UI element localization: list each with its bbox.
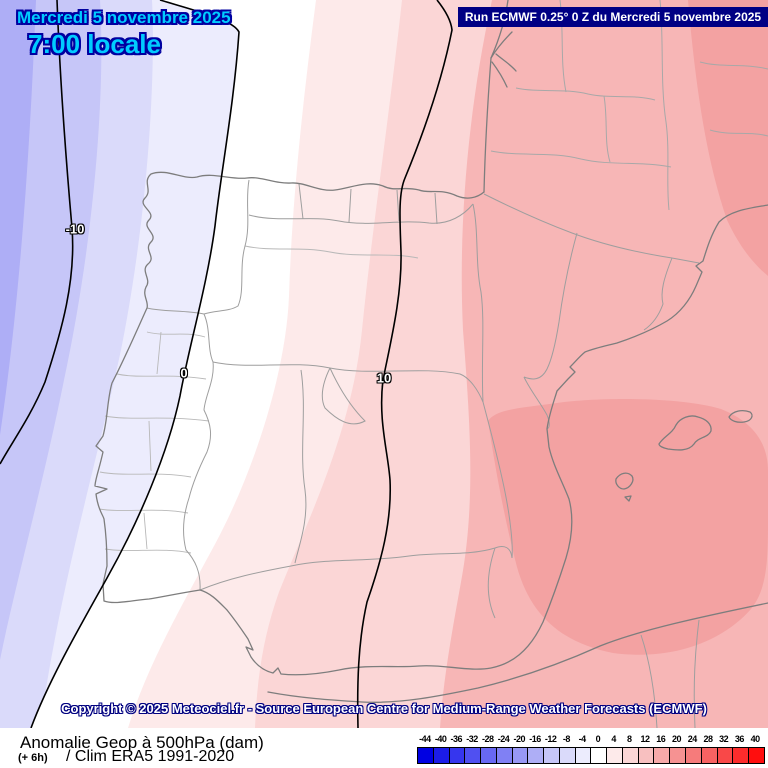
legend-tick: -36 xyxy=(450,734,463,744)
portugal-spain-border xyxy=(146,307,214,591)
contour-neg10 xyxy=(0,0,74,465)
footer-strip: Anomalie Geop à 500hPa (dam) (+ 6h) / Cl… xyxy=(0,728,768,768)
coastlines xyxy=(94,0,768,703)
legend-color-cell xyxy=(433,748,450,763)
legend-color-cell xyxy=(638,748,655,763)
legend-color-bar xyxy=(417,747,765,764)
lead-time-label: (+ 6h) xyxy=(18,752,48,764)
africa-border xyxy=(640,619,700,728)
contour-value-label: 10 xyxy=(376,370,392,386)
legend-color-cell xyxy=(701,748,718,763)
legend-tick: -8 xyxy=(562,734,571,744)
legend-tick-labels: -44 -40 -36 -32 -28 -24 -20 -16 -12 -8 -4 0 4 8 12 16 20… xyxy=(417,734,763,744)
legend-tick: 40 xyxy=(750,734,761,744)
menorca-island xyxy=(728,410,753,423)
contour-value-label: 0 xyxy=(180,365,188,381)
africa-coast xyxy=(267,602,768,703)
legend-tick: 12 xyxy=(640,734,651,744)
legend-color-cell xyxy=(591,748,608,763)
legend-tick: 32 xyxy=(719,734,729,744)
legend-color-cell xyxy=(528,748,545,763)
legend-color-cell xyxy=(654,748,671,763)
legend-tick: -24 xyxy=(497,734,510,744)
legend-color-cell xyxy=(481,748,497,763)
district-borders xyxy=(98,245,419,554)
legend-color-cell xyxy=(575,748,592,763)
legend-tick: 28 xyxy=(703,734,713,744)
legend-tick: -40 xyxy=(434,734,447,744)
legend-tick: 20 xyxy=(671,734,682,744)
legend-tick: 8 xyxy=(627,734,632,744)
legend-color-cell xyxy=(544,748,560,763)
model-run-banner: Run ECMWF 0.25° 0 Z du Mercredi 5 novemb… xyxy=(458,7,768,27)
contour-zero xyxy=(30,0,240,728)
legend-tick: 24 xyxy=(687,734,698,744)
legend-tick: -20 xyxy=(513,734,525,744)
legend-color-cell xyxy=(465,748,482,763)
chart-title: Anomalie Geop à 500hPa (dam) xyxy=(20,733,264,752)
legend-color-cell xyxy=(512,748,529,763)
legend-color-cell xyxy=(670,748,687,763)
map-date-label: Mercredi 5 novembre 2025 xyxy=(17,8,231,27)
legend-color-cell xyxy=(733,748,750,763)
anomaly-bands xyxy=(0,0,768,728)
ibiza-island xyxy=(615,472,634,490)
legend-tick: -16 xyxy=(529,734,541,744)
band-pos16-northeast xyxy=(688,0,768,276)
formentera-island xyxy=(624,495,632,502)
copyright-line: Copyright © 2025 Meteociel.fr - Source E… xyxy=(61,701,707,716)
pyrenees-border xyxy=(483,193,700,264)
gironde-estuary xyxy=(490,31,517,88)
regional-borders xyxy=(146,179,700,728)
legend-tick: -44 xyxy=(419,734,431,744)
legend-tick: 36 xyxy=(734,734,745,744)
legend-color-cell xyxy=(749,748,764,763)
legend-color-cell xyxy=(607,748,623,763)
legend-tick: -4 xyxy=(578,734,587,744)
contour-value-label: -10 xyxy=(65,221,85,237)
anomaly-map xyxy=(0,0,768,728)
anomaly-contours xyxy=(0,0,453,728)
legend-tick: -32 xyxy=(466,734,478,744)
contour-pos10 xyxy=(356,0,453,728)
iberia-coast xyxy=(94,171,768,676)
legend-tick: -12 xyxy=(544,734,557,744)
legend-tick: 0 xyxy=(595,734,601,744)
legend-color-cell xyxy=(496,748,513,763)
legend-tick: -28 xyxy=(482,734,494,744)
legend-color-cell xyxy=(418,748,434,763)
legend-color-cell xyxy=(449,748,466,763)
france-borders xyxy=(490,0,768,211)
legend-color-cell xyxy=(622,748,639,763)
mallorca-island xyxy=(658,415,712,451)
legend-color-cell xyxy=(686,748,702,763)
legend-tick: 4 xyxy=(611,734,616,744)
map-time-label: 7:00 locale xyxy=(28,29,161,59)
legend-color-cell xyxy=(717,748,734,763)
band-pos16-balearic xyxy=(488,399,768,655)
climatology-label: / Clim ERA5 1991-2020 xyxy=(66,748,235,765)
legend-tick: 16 xyxy=(656,734,666,744)
legend-color-cell xyxy=(559,748,576,763)
